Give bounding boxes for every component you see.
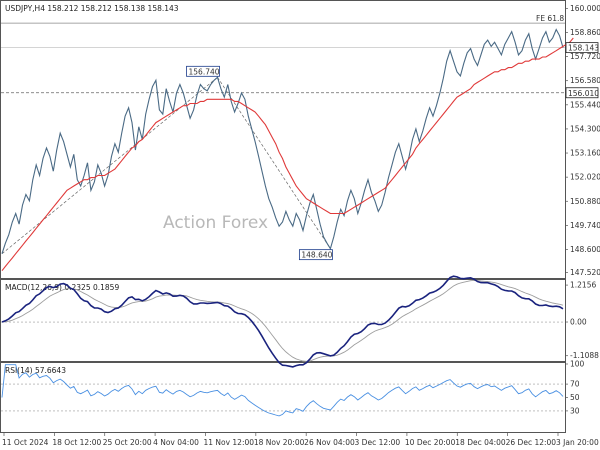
price-y-tick-label: 153.160 (570, 149, 600, 158)
price-y-axis: 160.000 158.860 157.720 156.580 155.440 154.3… (565, 4, 600, 277)
price-series-line (1, 28, 564, 254)
rsi-y-tick-label: 70 (570, 380, 580, 389)
x-tick-label: 26 Dec 12:00 (506, 438, 557, 447)
rsi-y-tick-label: 100 (570, 360, 585, 369)
rsi-y-tick-label: 50 (570, 393, 580, 402)
rsi-panel-header: RSI(14) 57.6643 (5, 366, 66, 375)
price-panel-header: USDJPY,H4 158.212 158.212 158.138 158.14… (5, 4, 179, 13)
current-price-label-box (565, 42, 599, 54)
support-level-label-box (565, 87, 599, 99)
rsi-panel-frame (0, 362, 566, 433)
price-y-tick-label: 152.020 (570, 173, 600, 182)
macd-signal-line (1, 279, 564, 362)
x-tick-label: 18 Nov 20:00 (254, 438, 305, 447)
rsi-line (1, 364, 564, 417)
price-y-tick-label: 148.600 (570, 245, 600, 254)
price-y-tick-label: 147.520 (570, 268, 600, 277)
x-tick-label: 10 Dec 20:00 (405, 438, 456, 447)
price-series-layer (1, 28, 564, 254)
macd-y-tick-label: -1.1088 (570, 351, 599, 360)
x-tick-label: 25 Oct 20:00 (103, 438, 152, 447)
macd-line (1, 275, 564, 368)
rsi-series-layer (1, 364, 564, 417)
projection-line-down (217, 77, 331, 249)
swing-label-box (186, 65, 220, 77)
x-tick-label: 4 Nov 04:00 (153, 438, 199, 447)
x-tick-label: 3 Dec 12:00 (355, 438, 401, 447)
swing-label: 156.740 (189, 67, 220, 76)
price-y-tick-label: 155.440 (570, 100, 600, 109)
moving-average-layer (1, 37, 574, 272)
x-tick-label: 11 Oct 2024 (2, 438, 49, 447)
price-y-tick-label: 149.740 (570, 221, 600, 230)
price-y-tick-label: 154.300 (570, 124, 600, 133)
price-y-tick-label: 157.720 (570, 52, 600, 61)
price-y-tick-label: 150.880 (570, 197, 600, 206)
macd-y-axis: 1.2156 0.00 -1.1088 (565, 281, 599, 360)
support-level-label: 156.010 (568, 89, 599, 98)
x-tick-label: 18 Dec 04:00 (455, 438, 506, 447)
price-annotations: 158.143 156.010 156.740 148.640 (186, 42, 599, 261)
x-tick-label: 3 Jan 20:00 (556, 438, 599, 447)
current-price-label: 158.143 (568, 44, 599, 53)
fib-extension-label: FE 61.8 (536, 14, 564, 23)
x-axis: 11 Oct 2024 18 Oct 12:00 25 Oct 20:00 4 Nov… (2, 432, 599, 447)
price-y-tick-label: 156.580 (570, 76, 600, 85)
macd-series-layer (1, 275, 564, 368)
moving-average-line (1, 37, 574, 272)
x-tick-label: 18 Oct 12:00 (52, 438, 101, 447)
price-y-tick-label: 160.000 (570, 4, 600, 13)
macd-y-tick-label: 0.00 (570, 318, 587, 327)
macd-panel-header: MACD(12,26,9) 0.2325 0.1859 (5, 283, 119, 292)
rsi-y-tick-label: 30 (570, 406, 580, 415)
x-tick-label: 11 Nov 12:00 (203, 438, 254, 447)
price-panel-frame (0, 0, 566, 279)
macd-y-tick-label: 1.2156 (570, 281, 596, 290)
swing-label: 148.640 (301, 251, 332, 260)
macd-panel-frame (0, 279, 566, 362)
watermark-text: Action Forex (163, 213, 268, 233)
x-tick-label: 26 Nov 04:00 (304, 438, 355, 447)
price-y-tick-label: 158.860 (570, 28, 600, 37)
swing-label-box (298, 249, 333, 261)
rsi-y-axis: 100 70 50 30 (565, 360, 585, 415)
